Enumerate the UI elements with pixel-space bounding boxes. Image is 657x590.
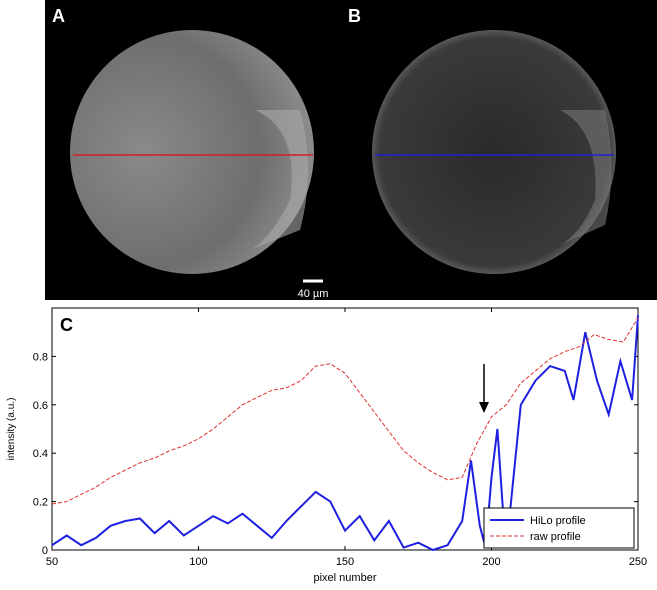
image-b <box>372 30 616 274</box>
scale-label: 40 µm <box>298 288 329 300</box>
cell-texture <box>250 110 308 250</box>
cell-texture <box>560 110 612 245</box>
x-tick-label: 250 <box>629 556 647 568</box>
panel-label: A <box>52 6 65 26</box>
arrow-head <box>479 402 489 413</box>
x-axis-label: pixel number <box>314 572 377 584</box>
panel-label: B <box>348 6 361 26</box>
data-line <box>51 317 639 505</box>
legend-label: HiLo profile <box>530 515 586 527</box>
y-tick-label: 0.6 <box>33 400 48 412</box>
legend-box <box>483 507 635 549</box>
data-line <box>51 315 639 552</box>
x-tick-label: 100 <box>189 556 207 568</box>
x-tick-label: 150 <box>336 556 354 568</box>
y-tick-label: 0.8 <box>33 351 48 363</box>
legend-label: raw profile <box>530 531 581 543</box>
x-tick-label: 50 <box>46 556 58 568</box>
image-a <box>70 30 314 274</box>
y-axis-label: intensity (a.u.) <box>6 398 17 461</box>
x-tick-label: 200 <box>482 556 500 568</box>
panel-label: C <box>60 315 73 335</box>
y-tick-label: 0 <box>42 545 48 557</box>
y-tick-label: 0.2 <box>33 497 48 509</box>
y-tick-label: 0.4 <box>33 448 48 460</box>
